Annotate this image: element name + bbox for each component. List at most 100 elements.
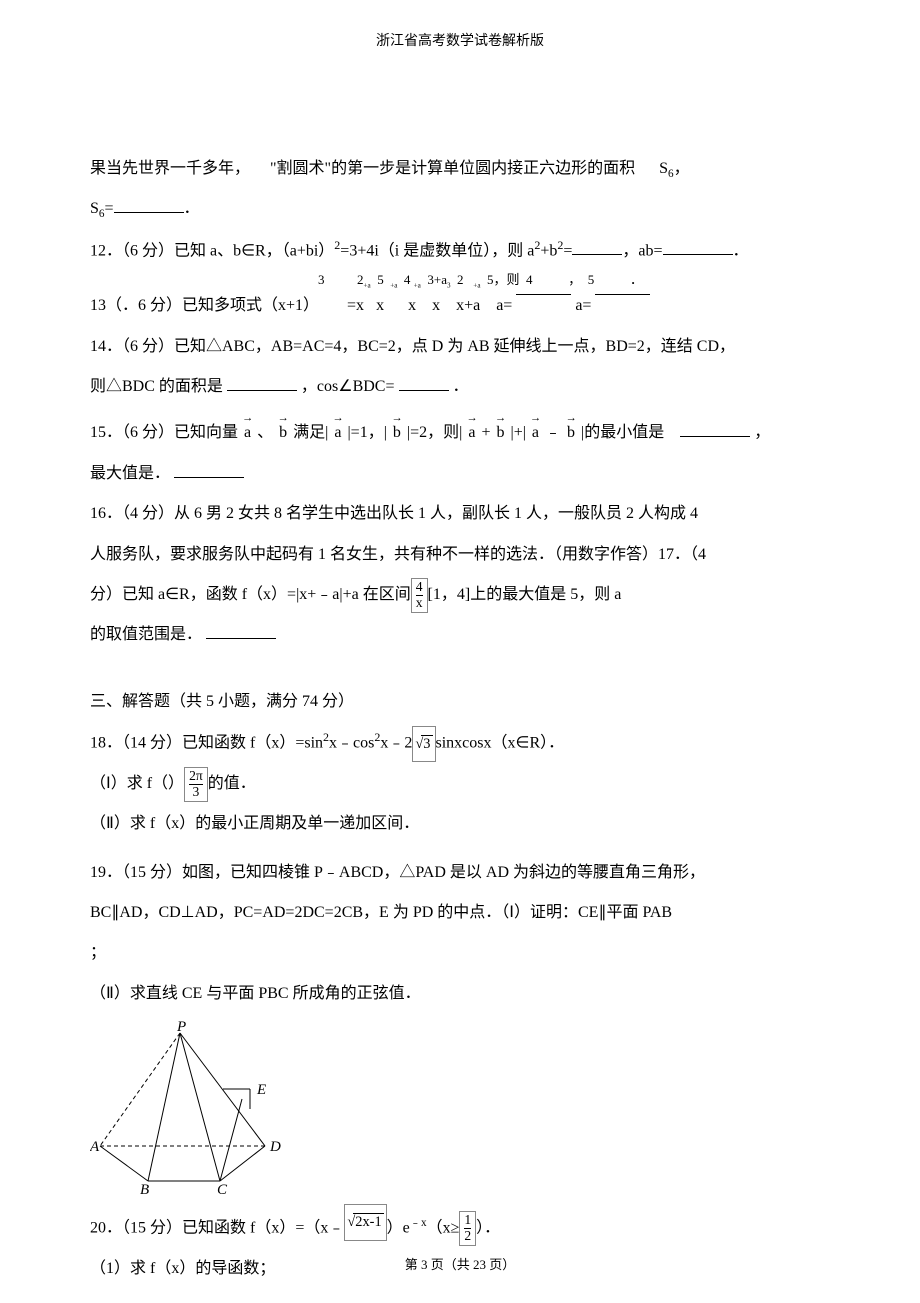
q19-line1: 19．（15 分）如图，已知四棱锥 P﹣ABCD，△PAD 是以 AD 为斜边的… xyxy=(90,854,830,892)
q12-c: +b xyxy=(540,242,557,259)
q14-blank1 xyxy=(227,375,297,391)
q16-t2: 人服务队，要求服务队中起码有 1 名女生，共有种不一样的选法．（用数字作答）17… xyxy=(90,546,706,563)
q11-S2: S xyxy=(90,200,99,217)
vector-b-icon-3: b xyxy=(494,414,506,452)
q14-line2: 则△BDC 的面积是 ，cos∠BDC= ． xyxy=(90,368,830,406)
q14-c: ． xyxy=(453,378,469,395)
sqrt-3-icon: 3 xyxy=(412,726,435,763)
q11-eq: = xyxy=(105,200,114,217)
pyramid-figure: P E A B C D xyxy=(90,1021,830,1196)
q11-text-a: 果当先世界一千多年， xyxy=(90,160,250,177)
q13-x4: x+a xyxy=(456,297,480,314)
vector-b-icon: b xyxy=(277,414,289,452)
q15-line1: 15．（6 分）已知向量 a 、 b 满足| a |=1，| b |=2，则| … xyxy=(90,414,830,452)
footer-text: 第 3 页（共 23 页） xyxy=(405,1257,516,1272)
q12-blank1 xyxy=(572,239,622,255)
q16-t3b: [1，4]上的最大值是 5，则 a xyxy=(428,586,622,603)
q11-line2: S6=． xyxy=(90,190,830,228)
q13-blank2 xyxy=(595,294,650,295)
q16-t1: 16．（4 分）从 6 男 2 女共 8 名学生中选出队长 1 人，副队长 1 … xyxy=(90,505,698,522)
page-footer: 第 3 页（共 23 页） xyxy=(0,1254,920,1273)
q13-a1: a= xyxy=(496,297,512,314)
q14-b: ，cos∠BDC= xyxy=(301,378,395,395)
q13-x1: x xyxy=(376,297,384,314)
q18-fn: 2π xyxy=(189,769,203,785)
q15-j: ， xyxy=(754,424,770,441)
q15-f: + xyxy=(481,424,490,441)
q19-t3: ； xyxy=(90,944,106,961)
q19-t2: BC∥AD，CD⊥AD，PC=AD=2DC=2CB，E 为 PD 的中点．（Ⅰ）… xyxy=(90,904,672,921)
q14-blank2 xyxy=(399,375,449,391)
q16-fn: 4 xyxy=(416,580,423,596)
q15-blank1 xyxy=(680,421,750,437)
label-A: A xyxy=(90,1139,100,1155)
q18-fd: 3 xyxy=(189,785,203,800)
label-P: P xyxy=(176,1021,186,1035)
q13-t4: 4 xyxy=(404,272,411,287)
label-D: D xyxy=(269,1139,281,1155)
q16-fd: x xyxy=(416,596,423,611)
q19-t1: 19．（15 分）如图，已知四棱锥 P﹣ABCD，△PAD 是以 AD 为斜边的… xyxy=(90,864,705,881)
q20-fn: 1 xyxy=(464,1213,471,1229)
q20-c: （x≥ xyxy=(427,1220,460,1237)
section3-text: 三、解答题（共 5 小题，满分 74 分） xyxy=(90,693,354,710)
label-C: C xyxy=(217,1182,228,1196)
section3-title: 三、解答题（共 5 小题，满分 74 分） xyxy=(90,683,830,721)
q14-text1: 14．（6 分）已知△ABC，AB=AC=4，BC=2，点 D 为 AB 延伸线… xyxy=(90,338,735,355)
q20-fd: 2 xyxy=(464,1229,471,1244)
q13-main: 13（．6 分）已知多项式（x+1） xyxy=(90,297,319,314)
q13-line: 13（．6 分）已知多项式（x+1） =x x x x x+a a= a= xyxy=(90,287,830,325)
q13-x2: x xyxy=(408,297,416,314)
q13-blank1 xyxy=(516,294,571,295)
q13-t8: 4 xyxy=(526,272,533,287)
fraction-4-over-x-icon: 4x xyxy=(411,578,428,613)
q15-e: |=2，则| xyxy=(407,424,462,441)
vector-a-icon-2: a xyxy=(332,414,343,452)
q17-blank xyxy=(206,623,276,639)
page-header: 浙江省高考数学试卷解析版 xyxy=(0,0,920,50)
q16-line3: 分）已知 a∈R，函数 f（x）=|x+﹣a|+a 在区间4x[1，4]上的最大… xyxy=(90,576,830,614)
q11-comma: ， xyxy=(674,160,690,177)
q12-b: =3+4i（i 是虚数单位），则 a xyxy=(340,242,534,259)
q18-b: x﹣cos xyxy=(329,734,374,751)
q19-line2: BC∥AD，CD⊥AD，PC=AD=2DC=2CB，E 为 PD 的中点．（Ⅰ）… xyxy=(90,894,830,932)
q15-c: 满足| xyxy=(293,424,328,441)
q15-a: 15．（6 分）已知向量 xyxy=(90,424,238,441)
q15-k: 最大值是． xyxy=(90,465,170,482)
q12-f: ． xyxy=(733,242,749,259)
q20-sqrt: 2x-1 xyxy=(353,1213,383,1230)
q19-t4: （Ⅱ）求直线 CE 与平面 PBC 所成角的正弦值． xyxy=(90,985,421,1002)
vector-b-icon-2: b xyxy=(391,414,403,452)
q13-t5: 3+a xyxy=(427,272,447,287)
q11-text-b: "割圆术"的第一步是计算单位圆内接正六边形的面积 xyxy=(270,160,635,177)
fraction-1-2-icon: 12 xyxy=(459,1211,476,1246)
q13-t7: 5，则 xyxy=(487,272,520,287)
label-E: E xyxy=(256,1082,266,1098)
vector-a-icon: a xyxy=(242,414,253,452)
q18-d: sinxcosx（x∈R）． xyxy=(436,734,565,751)
q14-line1: 14．（6 分）已知△ABC，AB=AC=4，BC=2，点 D 为 AB 延伸线… xyxy=(90,328,830,366)
q11-period: ． xyxy=(184,200,200,217)
q12-a: 12．（6 分）已知 a、b∈R，（a+bi） xyxy=(90,242,334,259)
q14-a: 则△BDC 的面积是 xyxy=(90,378,223,395)
q20-d: ）． xyxy=(476,1220,500,1237)
q20-b: ）e xyxy=(387,1220,410,1237)
q18-l2b: 的值． xyxy=(208,775,256,792)
q19-line4: （Ⅱ）求直线 CE 与平面 PBC 所成角的正弦值． xyxy=(90,975,830,1013)
q18-a: 18．（14 分）已知函数 f（x）=sin xyxy=(90,734,323,751)
q15-i: |的最小值是 xyxy=(581,424,664,441)
q18-l2a: （Ⅰ）求 f（） xyxy=(90,775,184,792)
vector-a-icon-4: a xyxy=(530,414,541,452)
q19-line3: ； xyxy=(90,934,830,972)
q20-a: 20．（15 分）已知函数 f（x）=（x﹣ xyxy=(90,1220,344,1237)
q16-t4: 的取值范围是． xyxy=(90,626,202,643)
q13-t9: ， xyxy=(568,272,581,287)
q20-line1: 20．（15 分）已知函数 f（x）=（x﹣2x-1）e﹣x（x≥12）． xyxy=(90,1204,830,1248)
q15-g: |+| xyxy=(510,424,525,441)
q15-b: 、 xyxy=(257,424,273,441)
q16-t3a: 分）已知 a∈R，函数 f（x）=|x+﹣a|+a 在区间 xyxy=(90,586,411,603)
q13-t11: ． xyxy=(630,272,643,287)
vector-a-icon-3: a xyxy=(466,414,477,452)
q16-line1: 16．（4 分）从 6 男 2 女共 8 名学生中选出队长 1 人，副队长 1 … xyxy=(90,495,830,533)
q18-l3: （Ⅱ）求 f（x）的最小正周期及单一递加区间． xyxy=(90,815,419,832)
